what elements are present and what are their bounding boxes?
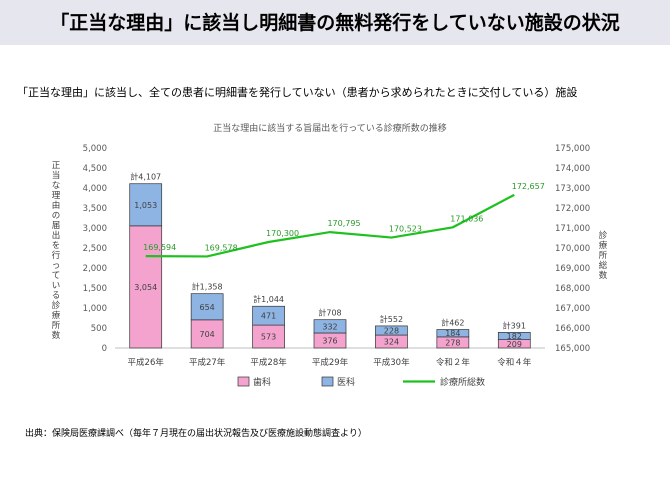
line-point-label: 170,523 [389, 225, 422, 234]
y-left-tick-label: 1,500 [83, 284, 107, 294]
bar-total-label: 計1,044 [253, 294, 284, 304]
bar-label-medical: 332 [322, 322, 337, 331]
y-left-tick-label: 3,000 [83, 224, 107, 234]
y-right-tick-label: 173,000 [555, 184, 590, 194]
x-tick-label: 令和２年 [436, 357, 471, 368]
bar-label-medical: 184 [445, 329, 460, 338]
y-right-tick-label: 167,000 [555, 304, 590, 314]
bar-label-medical: 654 [200, 303, 215, 312]
bar-total-label: 計552 [380, 314, 403, 324]
y-right-tick-label: 168,000 [555, 284, 590, 294]
bar-label-dental: 704 [200, 330, 215, 339]
x-tick-label: 平成28年 [250, 357, 287, 368]
bar-label-dental: 3,054 [134, 283, 157, 292]
y-right-tick-label: 174,000 [555, 164, 590, 174]
line-clinic-total [145, 193, 515, 258]
y-right-tick-label: 165,000 [555, 344, 590, 354]
y-left-tick-label: 5,000 [83, 144, 107, 154]
y-right-tick-label: 171,000 [555, 224, 590, 234]
y-left-tick-label: 4,000 [83, 184, 107, 194]
bar-label-dental: 376 [322, 336, 337, 345]
bar-medical [497, 332, 531, 340]
legend-swatch-medical [321, 376, 334, 387]
bar-total-label: 計4,107 [130, 172, 161, 182]
y-left-axis-title: 正当な理由の届出を行っている診療所数 [52, 161, 61, 341]
y-left-tick-label: 2,500 [83, 244, 107, 254]
x-tick-label: 平成26年 [128, 357, 165, 368]
bar-dental [129, 225, 163, 349]
bar-medical [436, 329, 470, 338]
x-tick-label: 平成30年 [373, 357, 410, 368]
bar-medical [252, 305, 285, 326]
source-note: 出典：保険局医療課調べ（毎年７月現在の届出状況報告及び医療施設動態調査より） [25, 429, 367, 439]
legend-label-dental: 歯科 [253, 376, 271, 388]
x-tick-label: 令和４年 [497, 357, 532, 368]
line-point-label: 169,578 [205, 243, 238, 252]
bar-total-label: 計1,358 [192, 282, 223, 292]
bar-label-medical: 228 [384, 326, 399, 335]
bar-label-medical: 471 [261, 312, 276, 321]
bar-total-label: 計391 [503, 320, 526, 330]
page-subtitle: 「正当な理由」に該当し、全ての患者に明細書を発行していない（患者から求められたと… [17, 86, 578, 99]
chart-title: 正当な理由に該当する旨届出を行っている診療所数の推移 [213, 122, 447, 134]
x-tick-label: 平成29年 [312, 357, 349, 368]
bar-medical [190, 293, 224, 321]
y-left-tick-label: 500 [91, 324, 107, 334]
y-right-tick-label: 175,000 [555, 144, 590, 154]
legend-label-medical: 医科 [337, 376, 355, 388]
bar-medical [129, 183, 163, 227]
y-right-tick-label: 166,000 [555, 324, 590, 334]
line-point-label: 170,300 [266, 229, 299, 238]
y-right-axis-title: 診療所総数 [599, 230, 608, 281]
bar-medical [375, 325, 408, 336]
line-point-label: 170,795 [327, 219, 360, 228]
bar-label-dental: 278 [445, 338, 460, 347]
y-left-tick-label: 1,000 [83, 304, 107, 314]
y-left-tick-label: 2,000 [83, 264, 107, 274]
bar-total-label: 計462 [441, 318, 464, 328]
legend-label-clinic-total: 診療所総数 [440, 376, 485, 388]
bar-label-medical: 1,053 [134, 201, 157, 210]
line-point-label: 172,657 [512, 182, 545, 191]
legend-swatch-dental [237, 376, 250, 387]
page-title: 「正当な理由」に該当し明細書の無料発行をしていない施設の状況 [50, 12, 620, 34]
y-left-tick-label: 3,500 [83, 204, 107, 214]
bar-label-medical: 182 [507, 332, 522, 341]
y-right-tick-label: 172,000 [555, 204, 590, 214]
line-point-label: 171,036 [450, 214, 483, 223]
y-right-tick-label: 170,000 [555, 244, 590, 254]
y-left-tick-label: 4,500 [83, 164, 107, 174]
title-band [0, 0, 670, 45]
y-right-tick-label: 169,000 [555, 264, 590, 274]
bar-label-dental: 209 [507, 340, 522, 349]
bar-medical [313, 319, 347, 334]
bar-total-label: 計708 [318, 308, 341, 318]
line-point-label: 169,594 [143, 243, 176, 252]
bar-label-dental: 324 [384, 338, 399, 347]
y-left-tick-label: 0 [102, 344, 107, 354]
x-tick-label: 平成27年 [189, 357, 226, 368]
bar-label-dental: 573 [261, 333, 276, 342]
